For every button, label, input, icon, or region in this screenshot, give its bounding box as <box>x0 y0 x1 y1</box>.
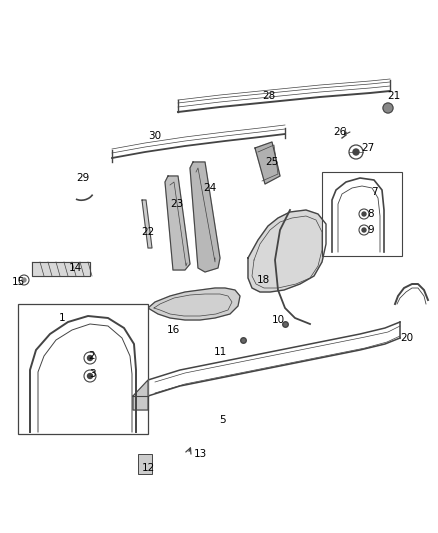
Text: 16: 16 <box>166 325 180 335</box>
Polygon shape <box>190 162 220 272</box>
Text: 3: 3 <box>88 369 95 379</box>
Text: 13: 13 <box>193 449 207 459</box>
Polygon shape <box>248 210 326 292</box>
Text: 28: 28 <box>262 91 276 101</box>
Polygon shape <box>255 142 280 184</box>
Text: 21: 21 <box>387 91 401 101</box>
Bar <box>18 304 148 434</box>
Text: 15: 15 <box>11 277 25 287</box>
Text: 14: 14 <box>68 263 81 273</box>
Text: 26: 26 <box>333 127 346 137</box>
Circle shape <box>88 356 92 360</box>
Circle shape <box>22 278 26 282</box>
Circle shape <box>362 212 366 216</box>
Text: 9: 9 <box>367 225 374 235</box>
Text: 20: 20 <box>400 333 413 343</box>
Text: 29: 29 <box>76 173 90 183</box>
Text: 18: 18 <box>256 275 270 285</box>
Circle shape <box>362 228 366 232</box>
Text: 24: 24 <box>203 183 217 193</box>
Text: 7: 7 <box>371 187 377 197</box>
Text: 12: 12 <box>141 463 155 473</box>
Text: 8: 8 <box>367 209 374 219</box>
Polygon shape <box>148 288 240 320</box>
Bar <box>138 454 152 474</box>
Polygon shape <box>165 176 190 270</box>
Circle shape <box>353 149 359 155</box>
Text: 11: 11 <box>213 347 226 357</box>
Text: 22: 22 <box>141 227 155 237</box>
Polygon shape <box>133 380 148 410</box>
Text: 27: 27 <box>361 143 374 153</box>
Text: 10: 10 <box>272 315 285 325</box>
Text: 5: 5 <box>219 415 225 425</box>
Polygon shape <box>142 200 152 248</box>
Text: 25: 25 <box>265 157 279 167</box>
Text: 23: 23 <box>170 199 184 209</box>
Text: 1: 1 <box>59 313 65 323</box>
Polygon shape <box>32 262 90 276</box>
Circle shape <box>383 103 393 113</box>
Bar <box>322 172 402 256</box>
Circle shape <box>88 374 92 378</box>
Text: 2: 2 <box>88 351 95 361</box>
Text: 30: 30 <box>148 131 162 141</box>
